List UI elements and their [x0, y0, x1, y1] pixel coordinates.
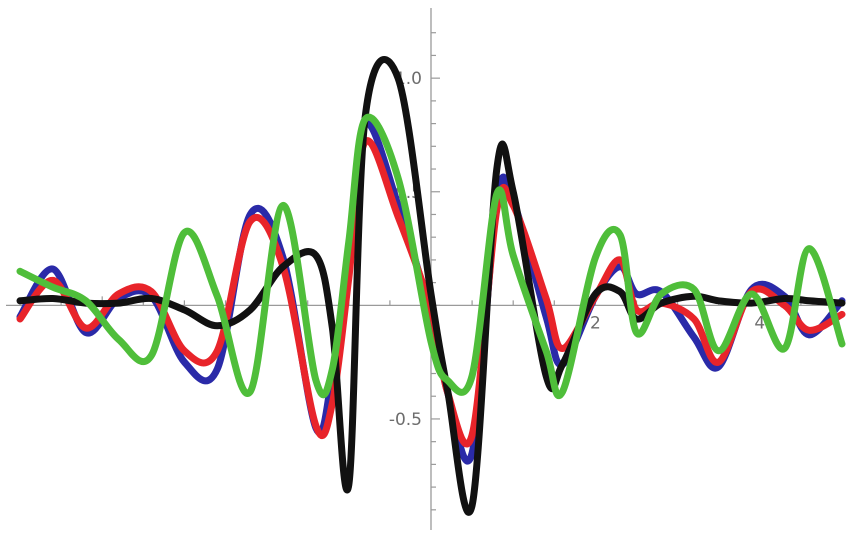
series-line-4 — [16, 113, 846, 399]
series-layer — [16, 56, 846, 516]
x-tick-label: 2 — [590, 313, 601, 333]
y-tick-label: -0.5 — [389, 410, 422, 430]
x-tick-label: 4 — [754, 313, 765, 333]
